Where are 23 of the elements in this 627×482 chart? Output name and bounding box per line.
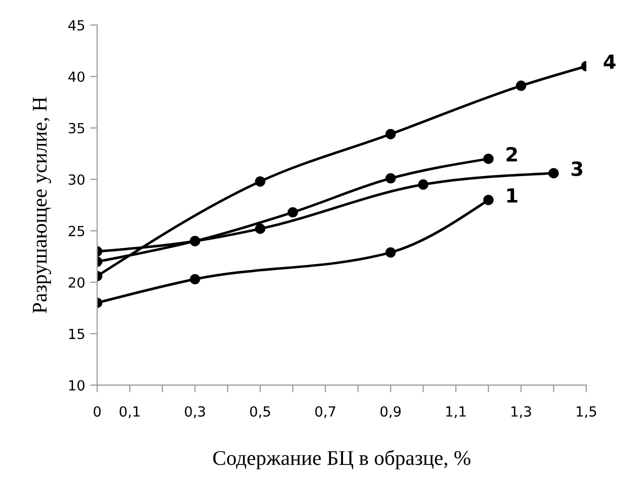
x-tick-label: 0,7 [315, 406, 336, 418]
x-tick-label: 1,5 [576, 406, 596, 418]
x-tick-label: 0,1 [120, 406, 140, 418]
y-tick-label: 20 [68, 277, 84, 288]
x-axis-title: Содержание БЦ в образце, % [213, 450, 470, 470]
series-label: 3 [572, 161, 582, 176]
x-tick-label: 0,3 [184, 406, 205, 418]
series-label: 2 [506, 146, 517, 162]
x-tick-label: 1,3 [512, 406, 531, 418]
y-tick-label: 25 [68, 226, 84, 236]
series-label: 4 [604, 54, 616, 69]
x-tick-label: 0 [94, 406, 101, 417]
x-tick-label: 1,1 [446, 406, 466, 418]
y-tick-label: 40 [68, 71, 84, 82]
x-tick-label: 0,9 [380, 406, 401, 418]
y-tick-label: 30 [68, 174, 84, 185]
y-tick-label: 10 [69, 380, 84, 391]
x-tick-label: 0,5 [250, 406, 270, 418]
y-tick-label: 35 [68, 122, 84, 134]
series-label: 1 [507, 188, 518, 203]
y-tick-label: 45 [68, 20, 84, 31]
y-axis-title: Разрушающее усилие, Н [32, 97, 52, 314]
y-tick-label: 15 [69, 328, 84, 340]
